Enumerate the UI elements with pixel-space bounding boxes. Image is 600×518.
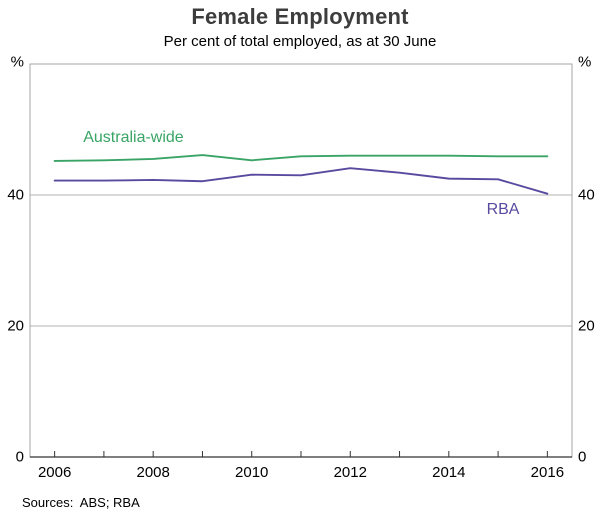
x-tick-label: 2008 bbox=[136, 464, 169, 481]
y-tick-label-left: 0 bbox=[16, 449, 24, 466]
x-tick-label: 2010 bbox=[235, 464, 268, 481]
y-tick-label-left: 20 bbox=[7, 318, 24, 335]
x-tick-label: 2014 bbox=[432, 464, 465, 481]
y-tick-label-right: 20 bbox=[578, 318, 595, 335]
y-axis-unit-right: % bbox=[578, 54, 591, 71]
line-chart-canvas: 2006 2008 2010 2012 2014 2016 0 0 20 20 40 40% % Aust… bbox=[7, 54, 595, 482]
series-label-australia-wide: Australia-wide bbox=[83, 129, 184, 146]
y-axis-unit-left: % bbox=[11, 54, 24, 71]
y-tick-label-right: 0 bbox=[578, 449, 586, 466]
source-note: Sources: ABS; RBA bbox=[22, 495, 140, 510]
plot-frame bbox=[29, 63, 573, 458]
x-tick-label: 2012 bbox=[334, 464, 367, 481]
y-tick-label-right: 40 bbox=[578, 187, 595, 204]
series-label-rba: RBA bbox=[487, 201, 520, 218]
chart-subtitle: Per cent of total employed, as at 30 Jun… bbox=[163, 33, 437, 50]
y-tick-label-left: 40 bbox=[7, 187, 24, 204]
x-tick-label: 2006 bbox=[38, 464, 71, 481]
series-line-rba bbox=[53, 167, 549, 195]
chart-title: Female Employment bbox=[191, 4, 409, 29]
x-tick-label: 2016 bbox=[531, 464, 564, 481]
series-line-australia-wide bbox=[53, 154, 549, 162]
